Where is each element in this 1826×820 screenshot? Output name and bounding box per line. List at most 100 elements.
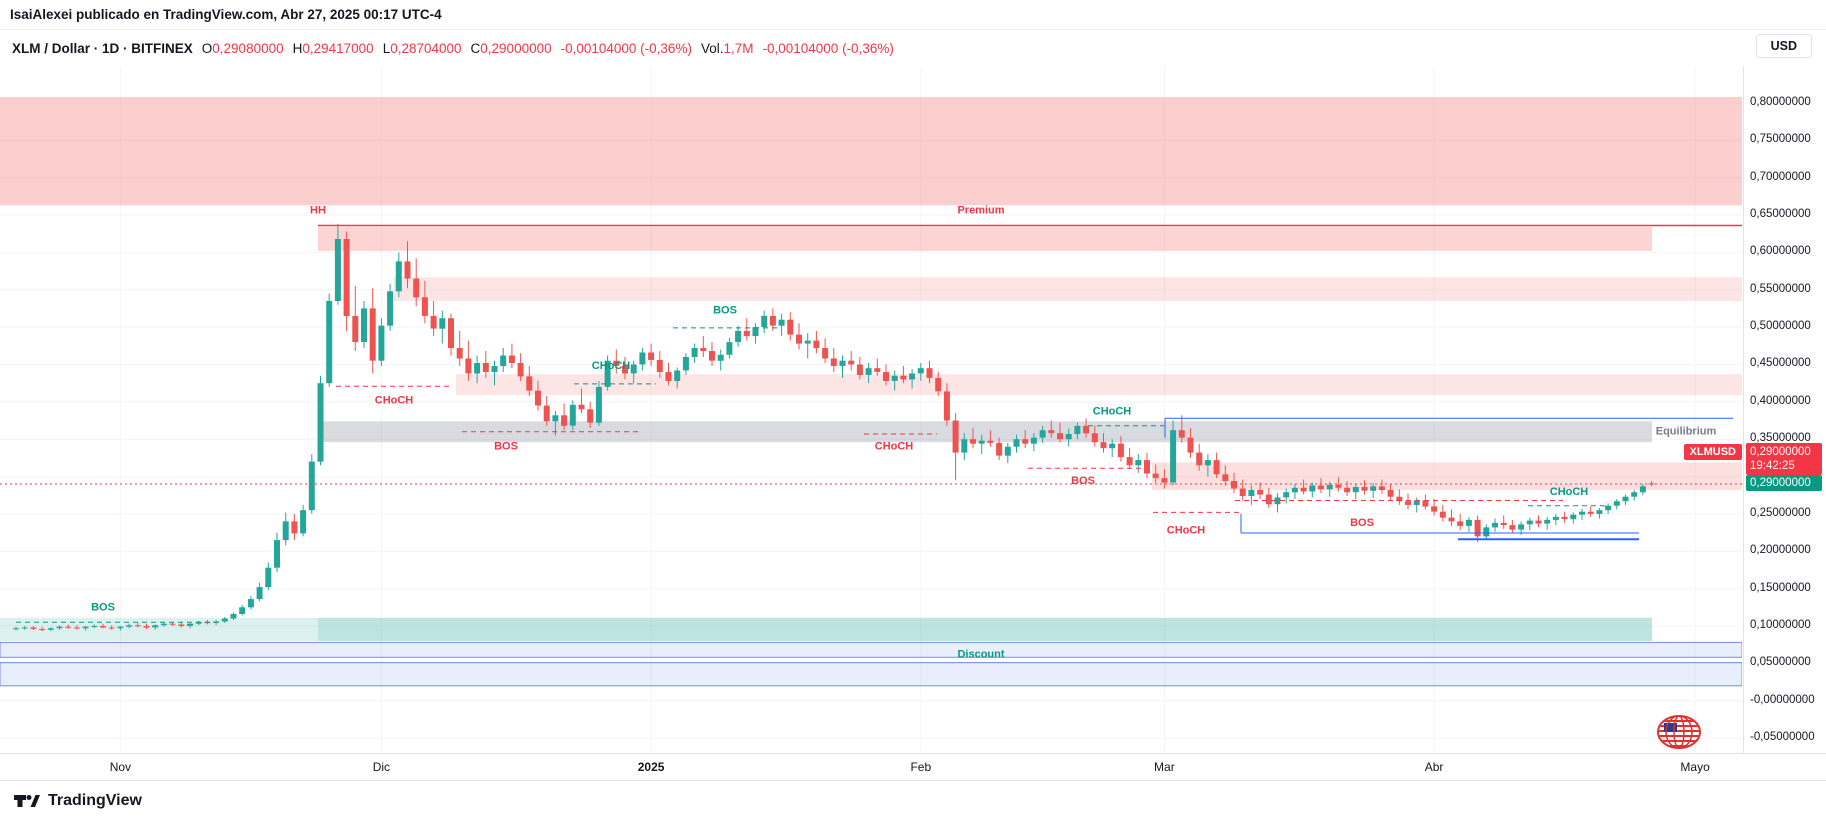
candle xyxy=(656,351,663,378)
candle xyxy=(1361,480,1368,495)
price-scale-label: -0,05000000 xyxy=(1750,731,1815,744)
price-scale-label: 0,70000000 xyxy=(1750,170,1811,183)
candle xyxy=(900,366,907,384)
candle xyxy=(82,626,89,631)
candle xyxy=(874,358,881,376)
candle xyxy=(1117,436,1124,462)
candlestick-chart[interactable]: HH Premium CHoCH BOS CHoCH BOS CHoCH BOS CHoCH CH… xyxy=(0,66,1742,753)
candle xyxy=(1300,479,1307,495)
candle xyxy=(1613,499,1620,510)
candle xyxy=(1048,420,1055,438)
candle xyxy=(1387,484,1394,501)
candle xyxy=(282,512,289,546)
candle xyxy=(1535,515,1542,528)
candle xyxy=(343,231,350,331)
candle xyxy=(39,626,46,632)
currency-toggle-button[interactable]: USD xyxy=(1755,34,1812,58)
time-axis-label: Mar xyxy=(1154,760,1175,774)
price-scale-label: 0,80000000 xyxy=(1750,95,1811,108)
candle xyxy=(1083,418,1090,438)
attribution-text: IsaiAlexei publicado en TradingView.com,… xyxy=(10,7,442,22)
price-scale-label: 0,40000000 xyxy=(1750,394,1811,407)
candle xyxy=(691,343,698,363)
candle xyxy=(456,330,463,366)
candle xyxy=(682,353,689,375)
candle xyxy=(421,280,428,324)
candle xyxy=(1030,433,1037,452)
last-price-value: 0,29000000 xyxy=(1750,446,1811,458)
candle xyxy=(865,363,872,384)
candle xyxy=(30,626,37,630)
candle xyxy=(1178,415,1185,443)
time-axis-label: Abr xyxy=(1424,760,1444,774)
annotation-bos: BOS xyxy=(91,601,115,613)
candle xyxy=(1587,506,1594,517)
candle xyxy=(1231,472,1237,493)
candle xyxy=(1057,422,1063,443)
demand-zone-left xyxy=(0,617,318,641)
annotation-discount: Discount xyxy=(957,648,1004,660)
annotation-bos: BOS xyxy=(1071,475,1095,487)
change-value-2: -0,00104000 (-0,36%) xyxy=(762,40,894,56)
candle xyxy=(1013,434,1020,453)
candle xyxy=(334,224,341,305)
price-scale-label: 0,75000000 xyxy=(1750,133,1811,146)
discount-zone-b xyxy=(0,662,1742,687)
candle xyxy=(126,623,133,629)
candle xyxy=(1639,484,1646,496)
candle xyxy=(787,312,794,341)
candle xyxy=(943,383,950,426)
time-axis-label: Mayo xyxy=(1680,760,1710,774)
symbol-title[interactable]: XLM / Dollar · 1D · BITFINEX xyxy=(12,40,193,56)
supply-zone-042 xyxy=(456,374,1742,396)
candle xyxy=(1622,494,1629,505)
time-axis-label: 2025 xyxy=(637,760,665,774)
time-axis[interactable]: Nov Dic 2025 Feb Mar Abr Mayo xyxy=(0,753,1826,780)
candle xyxy=(143,623,150,629)
candle xyxy=(761,310,768,334)
annotation-equilibrium: Equilibrium xyxy=(1656,426,1717,438)
candle xyxy=(987,430,994,447)
candle xyxy=(1439,504,1446,522)
candle xyxy=(117,626,124,631)
candle xyxy=(726,337,733,359)
candle xyxy=(535,380,541,411)
candle xyxy=(508,343,515,369)
candle xyxy=(978,434,985,455)
candle xyxy=(13,626,19,631)
supply-zone-030 xyxy=(1152,462,1742,490)
volume: Vol.1,7M xyxy=(700,40,754,56)
candle xyxy=(474,355,481,384)
candle xyxy=(1500,515,1507,529)
candle xyxy=(970,428,976,449)
candle xyxy=(465,340,472,381)
price-scale[interactable]: 0,80000000 0,75000000 0,70000000 0,65000000… xyxy=(1743,66,1826,753)
candle xyxy=(247,596,254,610)
bottom-bar: TradingView xyxy=(0,780,1826,820)
annotation-bos: BOS xyxy=(494,441,518,453)
candle xyxy=(1187,428,1194,458)
candle xyxy=(517,353,524,381)
time-axis-label: Feb xyxy=(910,760,932,774)
candle xyxy=(700,336,707,357)
candle xyxy=(239,605,246,616)
price-scale-label: 0,15000000 xyxy=(1750,581,1811,594)
candle xyxy=(378,318,385,366)
candle xyxy=(369,288,376,374)
candle xyxy=(1431,499,1438,516)
candle xyxy=(909,369,916,389)
tradingview-logo-icon[interactable] xyxy=(14,791,40,811)
candle xyxy=(65,624,72,629)
candle xyxy=(1204,454,1211,477)
annotation-choch: CHoCH xyxy=(375,394,414,406)
candle xyxy=(709,342,715,366)
annotation-choch: CHoCH xyxy=(1167,524,1206,536)
candle xyxy=(1309,482,1316,498)
price-scale-label: 0,05000000 xyxy=(1750,656,1811,669)
candle xyxy=(56,625,63,630)
tradingview-brand[interactable]: TradingView xyxy=(48,791,142,809)
price-scale-label: 0,10000000 xyxy=(1750,618,1811,631)
candle xyxy=(1135,454,1142,473)
annotation-choch: CHoCH xyxy=(1093,406,1132,418)
candle xyxy=(1457,513,1464,531)
